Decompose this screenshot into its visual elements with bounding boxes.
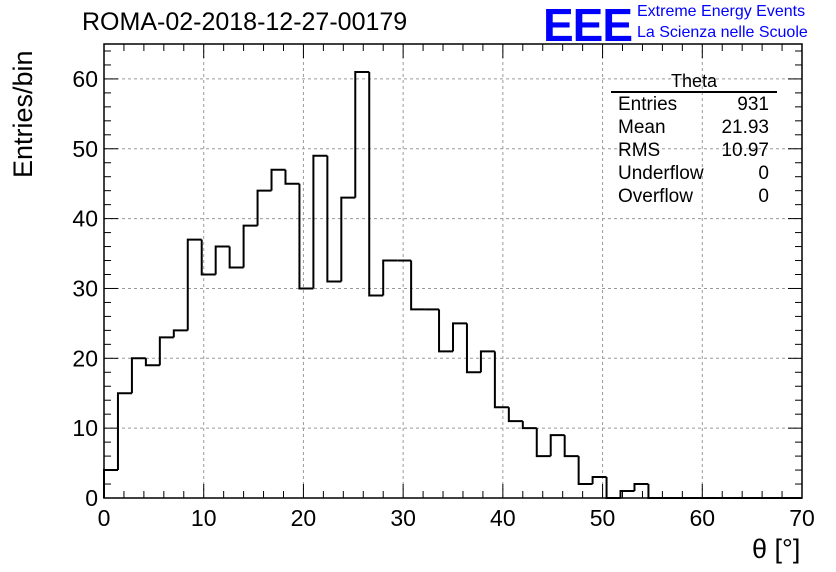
histogram-bin xyxy=(354,70,370,198)
y-tick-label: 10 xyxy=(72,415,98,441)
histogram-bin xyxy=(521,421,537,430)
histogram-bin xyxy=(228,246,244,269)
histogram-bin xyxy=(410,260,426,311)
histogram-bin xyxy=(298,183,314,290)
stats-value: 10.97 xyxy=(721,140,769,161)
histogram-bin xyxy=(368,71,384,297)
stats-label: Mean xyxy=(618,117,666,138)
stats-title: Theta xyxy=(611,71,777,93)
x-axis-label: θ [°] xyxy=(752,534,801,564)
histogram-bin xyxy=(256,189,272,226)
histogram-bin xyxy=(549,434,565,457)
histogram-bin xyxy=(200,239,216,276)
histogram-bin xyxy=(130,357,146,394)
plot-frame xyxy=(103,43,803,499)
histogram-bin xyxy=(452,322,467,352)
plot-border xyxy=(103,43,803,499)
histogram-bin xyxy=(605,477,621,499)
histogram-bin xyxy=(591,476,607,485)
x-tick-label: 40 xyxy=(490,505,516,531)
histogram-bin xyxy=(438,309,453,353)
x-tick-label: 60 xyxy=(689,505,715,531)
x-tick-label: 0 xyxy=(98,505,111,531)
y-tick-label: 20 xyxy=(72,345,98,371)
histogram-bin xyxy=(535,428,551,458)
run-title: ROMA-02-2018-12-27-00179 xyxy=(82,8,408,36)
y-tick-label: 60 xyxy=(72,66,98,92)
stats-value: 931 xyxy=(737,94,769,115)
x-tick-label: 10 xyxy=(191,505,217,531)
stats-box: Theta Entries 931 Mean 21.93 RMS 10.97 U… xyxy=(611,71,777,208)
histogram-bin xyxy=(186,238,202,331)
stats-label: RMS xyxy=(618,140,661,161)
y-tick-label: 30 xyxy=(72,275,98,301)
histogram-bin xyxy=(493,351,509,409)
x-tick-label: 30 xyxy=(390,505,416,531)
histogram-bin xyxy=(507,407,523,423)
y-tick-label: 40 xyxy=(72,206,98,232)
histogram-bin xyxy=(326,155,342,283)
stats-value: 0 xyxy=(758,186,769,207)
eee-logo: EEE xyxy=(543,0,633,51)
histogram-bin xyxy=(382,259,398,296)
histogram-bin xyxy=(340,196,356,282)
logo-line-2: La Scienza nelle Scuole xyxy=(637,24,808,41)
stats-row-mean: Mean 21.93 xyxy=(611,116,777,139)
histogram-bin xyxy=(270,168,286,191)
histogram-bin xyxy=(284,169,300,185)
y-tick-label: 0 xyxy=(85,485,98,511)
tick-labels: 0 10 20 30 40 50 60 70 0 10 20 30 40 50 60 xyxy=(72,66,814,531)
stats-label: Underflow xyxy=(618,163,704,184)
histogram-bin xyxy=(144,358,160,367)
histogram-bin xyxy=(647,484,663,499)
x-tick-label: 70 xyxy=(789,505,815,531)
logo-line-1: Extreme Energy Events xyxy=(637,3,806,20)
stats-value: 0 xyxy=(758,163,769,184)
stats-row-entries: Entries 931 xyxy=(611,93,777,116)
histogram-bin xyxy=(577,456,593,486)
histogram-bin xyxy=(242,224,258,268)
histogram-bin xyxy=(619,490,635,498)
histogram-bin xyxy=(158,336,174,366)
grid-lines xyxy=(104,44,802,498)
histogram-bars xyxy=(103,70,802,499)
stats-value: 21.93 xyxy=(721,117,769,138)
histogram-bin xyxy=(214,245,230,275)
y-axis-label: Entries/bin xyxy=(8,50,38,178)
stats-label: Entries xyxy=(618,94,678,115)
y-tick-label: 50 xyxy=(72,136,98,162)
histogram-bin xyxy=(116,392,132,471)
stats-row-overflow: Overflow 0 xyxy=(611,185,777,208)
stats-row-underflow: Underflow 0 xyxy=(611,162,777,185)
stats-row-rms: RMS 10.97 xyxy=(611,139,777,162)
histogram-bin xyxy=(479,350,495,373)
axis-ticks xyxy=(103,44,803,499)
x-tick-label: 50 xyxy=(590,505,616,531)
histogram-bin xyxy=(465,323,481,374)
histogram-bin xyxy=(563,435,579,458)
histogram-bin xyxy=(633,483,649,492)
x-tick-label: 20 xyxy=(291,505,317,531)
stats-label: Overflow xyxy=(618,186,693,207)
histogram-bin xyxy=(172,329,188,338)
histogram-bin xyxy=(312,154,328,289)
